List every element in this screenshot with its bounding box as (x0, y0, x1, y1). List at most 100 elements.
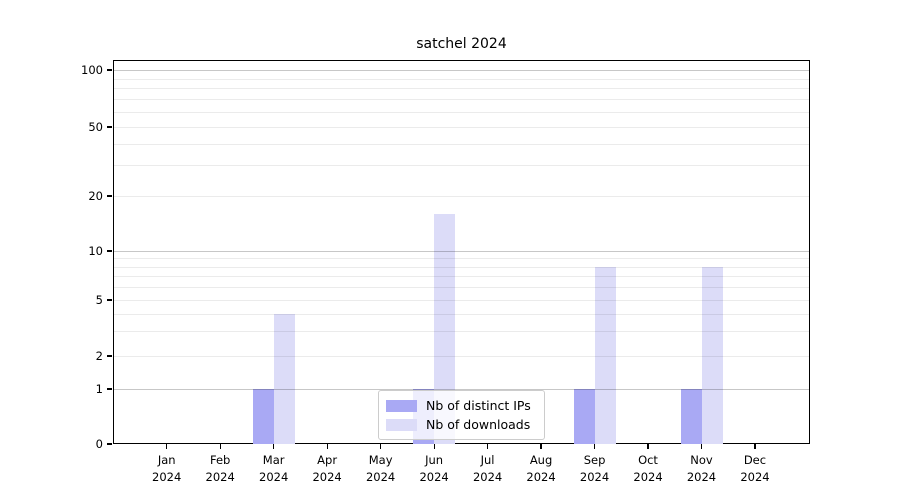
legend-swatch-distinct-ips (386, 399, 417, 412)
x-tick-year: 2024 (152, 469, 182, 484)
x-tick-month: Jan (157, 453, 176, 467)
chart-title: satchel 2024 (416, 36, 507, 52)
x-axis-tick (166, 444, 168, 449)
x-tick-month: Oct (638, 453, 658, 467)
x-tick-year: 2024 (419, 469, 449, 484)
legend-label-distinct-ips: Nb of distinct IPs (426, 398, 531, 413)
x-axis-tick (593, 444, 596, 449)
minor-gridline (113, 143, 810, 145)
x-tick-year: 2024 (633, 469, 663, 484)
minor-gridline (113, 331, 810, 333)
x-axis-tick (486, 444, 489, 449)
minor-gridline (113, 287, 810, 289)
x-tick-month: Feb (209, 453, 231, 467)
minor-gridline (113, 300, 810, 301)
bar-downloads (701, 266, 723, 444)
plot-area (113, 60, 810, 444)
x-tick-month: Dec (743, 453, 767, 467)
x-tick-month: Aug (529, 453, 553, 467)
x-tick-month: Jun (425, 453, 444, 467)
minor-gridline (113, 99, 810, 101)
bar-distinct-ips (573, 389, 595, 444)
x-axis-tick (219, 444, 221, 449)
minor-gridline (113, 112, 810, 113)
x-tick-month: May (368, 453, 393, 467)
y-tick-label: 1 (95, 382, 103, 396)
x-axis-tick (433, 444, 435, 449)
x-tick-year: 2024 (365, 469, 396, 484)
minor-gridline (113, 165, 810, 167)
minor-gridline (113, 356, 810, 357)
x-axis-tick (273, 444, 275, 449)
legend: Nb of distinct IPs Nb of downloads (378, 390, 545, 440)
x-tick-label: Sep 2024 (565, 452, 625, 485)
minor-gridline (113, 196, 810, 197)
y-tick-label: 2 (95, 349, 103, 363)
x-tick-label: Oct 2024 (618, 452, 678, 485)
x-tick-year: 2024 (312, 469, 342, 484)
y-tick-label: 5 (95, 293, 103, 307)
y-tick-label: 20 (88, 189, 103, 203)
x-tick-label: Feb 2024 (190, 452, 250, 485)
x-tick-month: Apr (317, 453, 338, 467)
major-gridline (113, 251, 810, 252)
y-tick-label: 0 (95, 437, 103, 451)
x-tick-year: 2024 (259, 469, 289, 484)
legend-row-distinct-ips: Nb of distinct IPs (386, 396, 535, 415)
x-tick-month: Jul (480, 453, 495, 467)
y-tick-label: 50 (88, 120, 103, 134)
x-tick-label: Mar 2024 (244, 452, 304, 485)
x-tick-month: Nov (690, 453, 713, 467)
y-tick-label: 10 (88, 244, 103, 258)
y-axis-tick (107, 299, 112, 301)
y-axis-tick (107, 250, 112, 252)
x-tick-label: Apr 2024 (297, 452, 357, 485)
legend-row-downloads: Nb of downloads (386, 415, 535, 434)
x-axis-tick (647, 444, 649, 449)
x-tick-year: 2024 (686, 469, 717, 484)
x-axis-tick (380, 444, 382, 449)
x-axis-tick (700, 444, 703, 449)
bar-distinct-ips (680, 389, 702, 444)
legend-swatch-downloads (386, 418, 417, 431)
x-tick-label: Dec 2024 (725, 452, 785, 485)
y-axis-tick (107, 388, 112, 390)
x-tick-year: 2024 (526, 469, 556, 484)
x-tick-year: 2024 (472, 469, 503, 484)
minor-gridline (113, 276, 810, 278)
legend-label-downloads: Nb of downloads (426, 417, 531, 432)
x-axis-tick (540, 444, 542, 449)
x-tick-month: Sep (583, 453, 606, 467)
y-axis-tick (107, 355, 112, 357)
x-tick-label: Jan 2024 (137, 452, 197, 485)
y-tick-label: 100 (81, 63, 103, 77)
bar-distinct-ips (252, 389, 274, 444)
y-axis-tick (107, 69, 112, 71)
x-tick-label: Jun 2024 (404, 452, 464, 485)
major-gridline (113, 70, 810, 71)
x-tick-month: Mar (262, 453, 285, 467)
minor-gridline (113, 78, 810, 80)
x-tick-year: 2024 (579, 469, 610, 484)
minor-gridline (113, 258, 810, 260)
minor-gridline (113, 88, 810, 90)
bar-downloads (273, 313, 295, 444)
minor-gridline (113, 266, 810, 268)
x-tick-label: Nov 2024 (672, 452, 732, 485)
x-tick-label: May 2024 (351, 452, 411, 485)
y-axis-tick (107, 195, 112, 197)
minor-gridline (113, 313, 810, 315)
minor-gridline (113, 127, 810, 128)
x-tick-label: Aug 2024 (511, 452, 571, 485)
bar-downloads (434, 213, 456, 444)
x-axis-tick (754, 444, 756, 449)
major-gridline (113, 389, 810, 390)
x-tick-label: Jul 2024 (458, 452, 518, 485)
y-axis-tick (107, 443, 112, 445)
bar-downloads (594, 266, 616, 444)
y-axis-tick (107, 126, 112, 128)
x-tick-year: 2024 (205, 469, 235, 484)
x-tick-year: 2024 (740, 469, 770, 484)
x-axis-tick (326, 444, 328, 449)
